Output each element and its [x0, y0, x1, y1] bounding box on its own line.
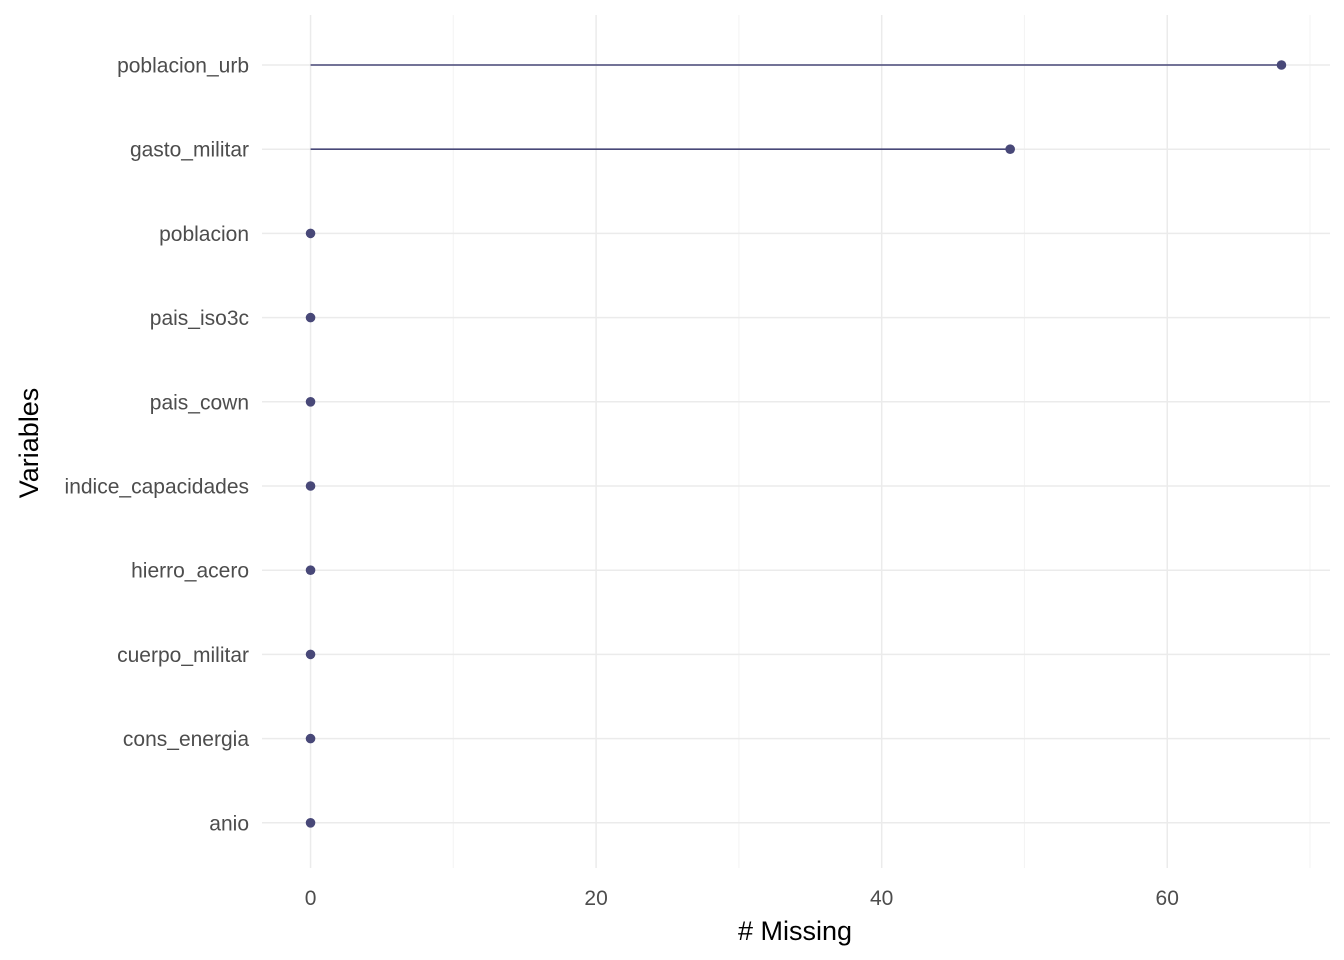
lollipop-point [305, 312, 316, 323]
x-axis-title: # Missing [738, 916, 852, 946]
lollipop-point [305, 228, 316, 239]
lollipop-point [1276, 60, 1287, 70]
x-tick-label: 20 [584, 887, 607, 910]
lollipop-point [305, 481, 316, 491]
lollipop-points [305, 60, 1287, 828]
y-tick-label: cuerpo_militar [117, 644, 249, 667]
x-tick-label: 40 [870, 887, 893, 910]
lollipop-point [305, 397, 316, 407]
lollipop-point [1005, 144, 1015, 154]
lollipop-point [305, 733, 316, 744]
y-tick-label: poblacion_urb [117, 55, 249, 78]
lollipop-point [305, 649, 316, 660]
y-tick-label: poblacion [159, 223, 249, 246]
y-axis-title: Variables [14, 388, 44, 499]
lollipop-point [305, 565, 316, 575]
y-tick-label: pais_cown [150, 391, 249, 414]
y-tick-label: cons_energia [123, 728, 249, 751]
y-tick-label: pais_iso3c [150, 307, 249, 330]
x-axis-tick-labels: 0 20 40 60 [305, 887, 1179, 910]
y-tick-label: anio [209, 812, 249, 835]
lollipop-stems [310, 64, 1282, 150]
y-tick-label: hierro_acero [131, 560, 249, 583]
x-tick-label: 60 [1156, 887, 1179, 910]
y-tick-label: indice_capacidades [65, 476, 249, 499]
y-axis-tick-labels: poblacion_urb gasto_militar poblacion pais_… [65, 55, 250, 836]
x-tick-label: 0 [305, 887, 317, 910]
y-tick-label: gasto_militar [130, 139, 249, 162]
lollipop-point [305, 818, 316, 828]
